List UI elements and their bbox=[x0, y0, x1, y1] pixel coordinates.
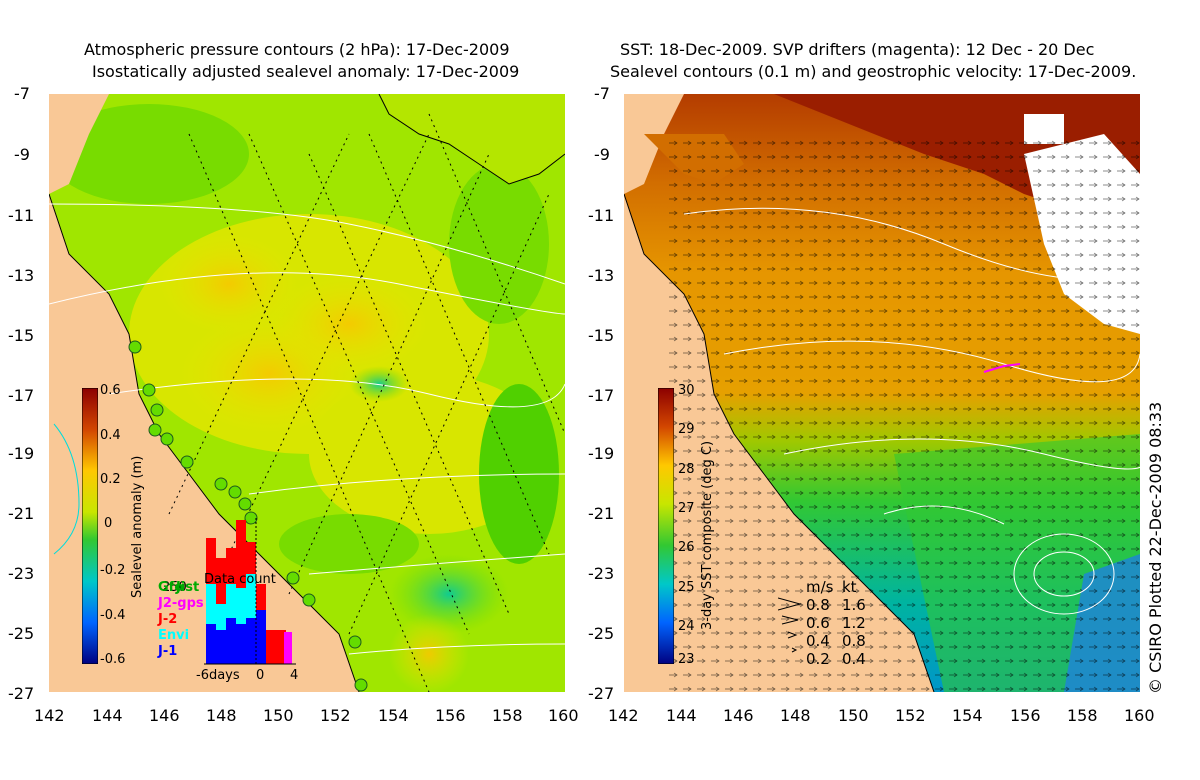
legend-j-1: J-1 bbox=[158, 644, 178, 659]
right-y-tick: -9 bbox=[594, 145, 610, 164]
right-y-tick: -25 bbox=[588, 624, 615, 643]
left-colorbar-tick: 0.4 bbox=[100, 428, 121, 443]
left-x-tick: 148 bbox=[206, 706, 237, 725]
right-y-tick: -19 bbox=[588, 444, 615, 463]
left-x-tick: 142 bbox=[34, 706, 65, 725]
left-sealevel-map bbox=[49, 94, 565, 692]
left-y-tick: -27 bbox=[8, 684, 35, 703]
credit-text: © CSIRO Plotted 22-Dec-2009 08:33 bbox=[1146, 401, 1165, 694]
left-title-line1: Atmospheric pressure contours (2 hPa): 1… bbox=[84, 40, 510, 59]
left-colorbar-tick: -0.2 bbox=[100, 563, 126, 578]
right-y-tick: -13 bbox=[588, 266, 615, 285]
velocity-row-ms: 0.2 bbox=[806, 650, 830, 668]
velocity-row-ms: 0.8 bbox=[806, 596, 830, 614]
right-x-tick: 158 bbox=[1067, 706, 1098, 725]
right-y-tick: -15 bbox=[588, 326, 615, 345]
right-y-tick: -23 bbox=[588, 564, 615, 583]
data-count-title: Data count bbox=[204, 572, 276, 587]
right-colorbar-tick: 29 bbox=[678, 422, 695, 437]
velocity-arrows bbox=[778, 597, 802, 653]
velocity-row-kt: 1.2 bbox=[842, 614, 866, 632]
right-y-tick: -7 bbox=[594, 84, 610, 103]
right-title-line2: Sealevel contours (0.1 m) and geostrophi… bbox=[610, 62, 1137, 81]
right-x-tick: 150 bbox=[838, 706, 869, 725]
left-x-tick: 158 bbox=[492, 706, 523, 725]
right-y-tick: -11 bbox=[588, 206, 615, 225]
right-x-tick: 154 bbox=[952, 706, 983, 725]
right-colorbar-tick: 27 bbox=[678, 501, 695, 516]
data-count-chart bbox=[204, 518, 296, 665]
right-colorbar-label: 3-day SST composite (deg C) bbox=[700, 440, 715, 630]
data-count-x-tick: 4 bbox=[290, 668, 299, 683]
left-colorbar bbox=[82, 388, 98, 664]
left-colorbar-tick: 0 bbox=[104, 516, 113, 531]
right-title-line1: SST: 18-Dec-2009. SVP drifters (magenta)… bbox=[620, 40, 1095, 59]
data-count-x-tick: -6days bbox=[196, 668, 240, 683]
data-count-x-tick: 0 bbox=[256, 668, 265, 683]
right-colorbar-tick: 28 bbox=[678, 462, 695, 477]
left-colorbar-tick: -0.4 bbox=[100, 608, 126, 623]
left-x-tick: 156 bbox=[435, 706, 466, 725]
left-x-tick: 152 bbox=[320, 706, 351, 725]
right-y-tick: -17 bbox=[588, 386, 615, 405]
left-y-tick: -11 bbox=[8, 206, 35, 225]
right-x-tick: 152 bbox=[895, 706, 926, 725]
velocity-header-ms: m/s bbox=[806, 578, 834, 596]
right-y-tick: -21 bbox=[588, 504, 615, 523]
velocity-row-ms: 0.4 bbox=[806, 632, 830, 650]
left-x-tick: 154 bbox=[378, 706, 409, 725]
legend-gfo: Gfo bbox=[158, 580, 184, 595]
velocity-header-kt: kt bbox=[842, 578, 857, 596]
right-colorbar-tick: 30 bbox=[678, 383, 695, 398]
right-x-tick: 142 bbox=[608, 706, 639, 725]
left-x-tick: 146 bbox=[149, 706, 180, 725]
right-x-tick: 156 bbox=[1010, 706, 1041, 725]
data-count-bars bbox=[206, 520, 292, 664]
legend-gfo-overlap: Jist bbox=[176, 580, 200, 595]
right-x-tick: 144 bbox=[666, 706, 697, 725]
right-sst-map bbox=[624, 94, 1140, 692]
legend-j2-gps: J2-gps bbox=[158, 596, 204, 611]
legend-envi: Envi bbox=[158, 628, 190, 643]
left-x-tick: 150 bbox=[263, 706, 294, 725]
right-colorbar bbox=[658, 388, 674, 664]
left-y-tick: -13 bbox=[8, 266, 35, 285]
velocity-row-ms: 0.6 bbox=[806, 614, 830, 632]
left-x-tick: 160 bbox=[548, 706, 579, 725]
right-colorbar-tick: 26 bbox=[678, 540, 695, 555]
left-y-tick: -25 bbox=[8, 624, 35, 643]
right-y-tick: -27 bbox=[588, 684, 615, 703]
left-colorbar-tick: 0.2 bbox=[100, 472, 121, 487]
left-y-tick: -19 bbox=[8, 444, 35, 463]
velocity-row-kt: 1.6 bbox=[842, 596, 866, 614]
data-count-y-label: 250 bbox=[162, 580, 187, 595]
right-x-tick: 146 bbox=[723, 706, 754, 725]
right-colorbar-tick: 23 bbox=[678, 652, 695, 667]
left-colorbar-label: Sealevel anomaly (m) bbox=[130, 455, 145, 598]
left-y-tick: -7 bbox=[14, 84, 30, 103]
left-colorbar-tick: -0.6 bbox=[100, 652, 126, 667]
left-title-line2: Isostatically adjusted sealevel anomaly:… bbox=[92, 62, 520, 81]
velocity-row-kt: 0.8 bbox=[842, 632, 866, 650]
velocity-row-kt: 0.4 bbox=[842, 650, 866, 668]
left-y-tick: -17 bbox=[8, 386, 35, 405]
left-y-tick: -15 bbox=[8, 326, 35, 345]
right-colorbar-tick: 25 bbox=[678, 580, 695, 595]
left-x-tick: 144 bbox=[92, 706, 123, 725]
right-x-tick: 148 bbox=[780, 706, 811, 725]
left-y-tick: -21 bbox=[8, 504, 35, 523]
right-colorbar-tick: 24 bbox=[678, 619, 695, 634]
left-y-tick: -23 bbox=[8, 564, 35, 583]
left-y-tick: -9 bbox=[14, 145, 30, 164]
legend-j-2: J-2 bbox=[158, 612, 178, 627]
left-colorbar-tick: 0.6 bbox=[100, 383, 121, 398]
right-x-tick: 160 bbox=[1124, 706, 1155, 725]
